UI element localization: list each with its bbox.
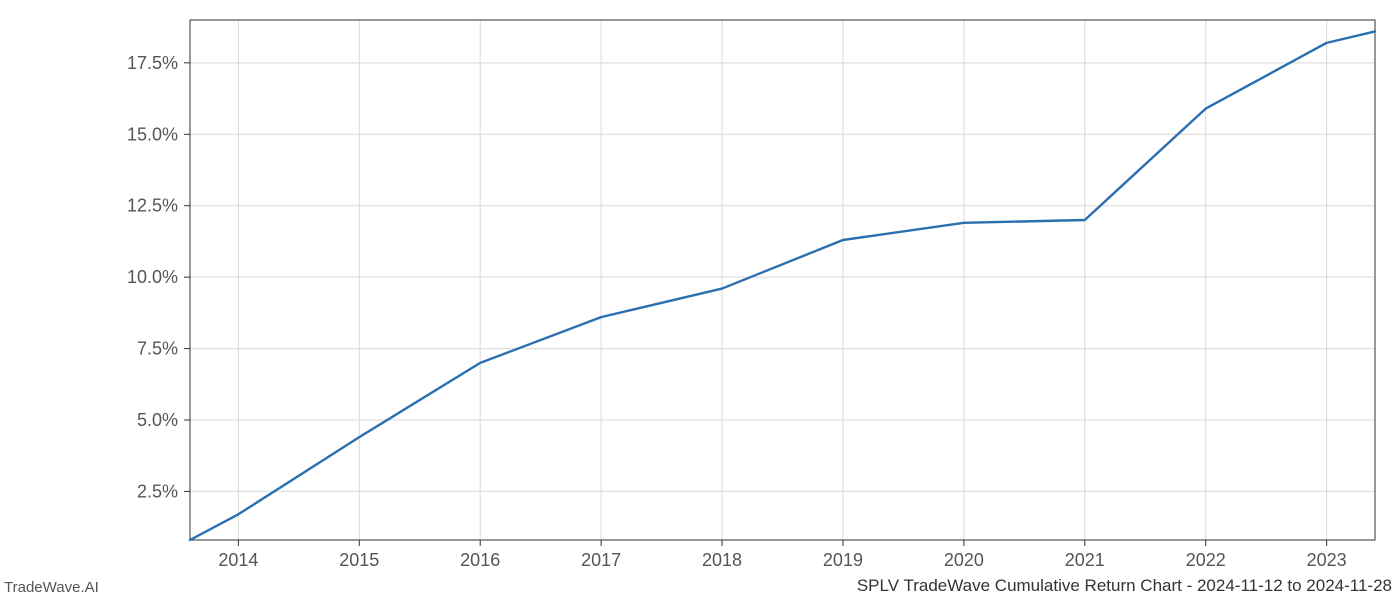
x-tick-label: 2016 [460, 550, 500, 570]
y-tick-label: 2.5% [137, 481, 178, 501]
x-tick-label: 2021 [1065, 550, 1105, 570]
x-tick-label: 2023 [1307, 550, 1347, 570]
x-tick-label: 2022 [1186, 550, 1226, 570]
line-chart: 2014 2015 2016 2017 2018 2019 2020 2021 2022 2023… [0, 0, 1400, 600]
x-tick-label: 2014 [218, 550, 258, 570]
footer-left-text: TradeWave.AI [4, 579, 99, 596]
x-tick-label: 2018 [702, 550, 742, 570]
y-tick-label: 17.5% [127, 53, 178, 73]
x-tick-label: 2017 [581, 550, 621, 570]
y-tick-label: 5.0% [137, 410, 178, 430]
x-tick-label: 2020 [944, 550, 984, 570]
y-tick-label: 10.0% [127, 267, 178, 287]
chart-background [0, 0, 1400, 600]
y-tick-label: 7.5% [137, 339, 178, 359]
y-tick-label: 12.5% [127, 196, 178, 216]
footer-right-text: SPLV TradeWave Cumulative Return Chart -… [857, 576, 1392, 596]
x-tick-label: 2019 [823, 550, 863, 570]
chart-container: 2014 2015 2016 2017 2018 2019 2020 2021 2022 2023… [0, 0, 1400, 600]
y-tick-label: 15.0% [127, 124, 178, 144]
x-tick-label: 2015 [339, 550, 379, 570]
